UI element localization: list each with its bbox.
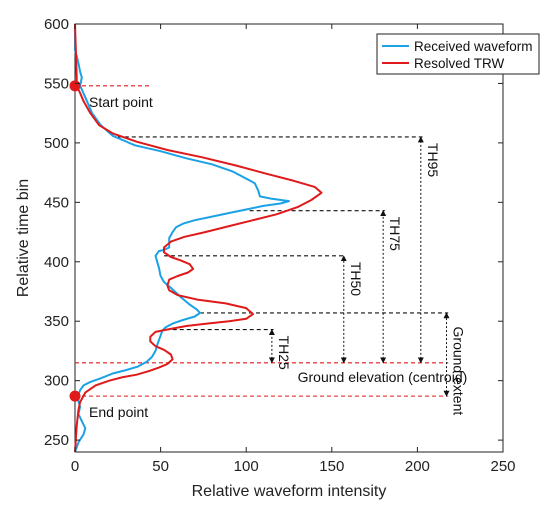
plot-frame (74, 23, 504, 453)
y-tick-label: 500 (44, 135, 69, 152)
legend-box (376, 33, 540, 75)
y-tick-label: 600 (44, 16, 69, 33)
y-tick-label: 450 (44, 194, 69, 211)
annotation-label: TH25 (276, 336, 292, 370)
legend-label-1: Resolved TRW (414, 56, 505, 71)
y-tick-label: 550 (44, 75, 69, 92)
annotation-label: TH95 (425, 143, 441, 177)
annotation-label: TH50 (348, 262, 364, 296)
y-tick-label: 250 (44, 432, 69, 449)
series-line-1 (74, 23, 323, 453)
x-tick-label: 200 (405, 458, 430, 475)
series-line-0 (74, 24, 290, 453)
series-layer (74, 23, 323, 453)
legend-label-0: Received waveform (414, 39, 533, 54)
x-tick-label: 0 (71, 458, 79, 475)
annotation-label: Ground elevation (centroid) (298, 369, 468, 385)
y-axis-title: Relative time bin (15, 179, 32, 297)
x-tick-label: 150 (319, 458, 344, 475)
x-tick-label: 250 (490, 458, 515, 475)
y-tick-label: 400 (44, 254, 69, 271)
y-axis: 250 300 350 400 450 500 550 600 (44, 16, 503, 449)
legend: Received waveform Resolved TRW (376, 33, 540, 75)
y-tick-label: 300 (44, 373, 69, 390)
annotation-label: TH75 (387, 217, 403, 251)
marker-point (69, 80, 81, 92)
marker-label: Start point (89, 94, 153, 110)
plot-area (74, 23, 504, 453)
marker-label: End point (89, 404, 148, 420)
annotation-label: Ground extent (451, 327, 467, 416)
y-tick-label: 350 (44, 313, 69, 330)
marker-point (69, 390, 81, 402)
x-axis: 0 50 100 150 200 250 (71, 24, 516, 475)
x-tick-label: 100 (234, 458, 259, 475)
x-tick-label: 50 (152, 458, 169, 475)
x-axis-title: Relative waveform intensity (192, 483, 387, 500)
